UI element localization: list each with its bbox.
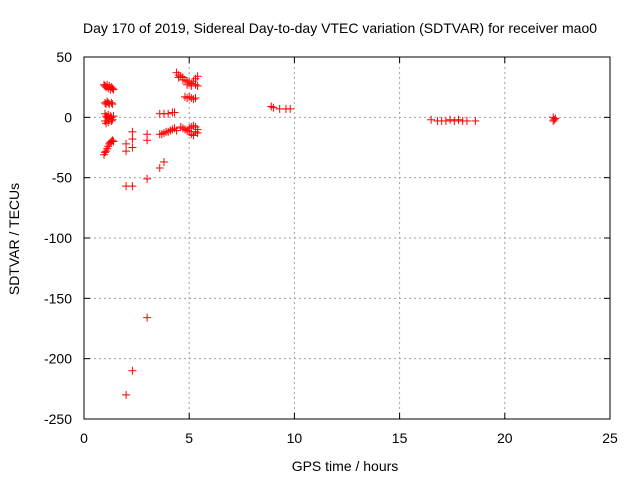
data-point — [191, 127, 200, 136]
data-point — [170, 108, 179, 117]
data-point — [193, 129, 202, 138]
x-tick-label: 0 — [80, 430, 88, 446]
x-tick-label: 25 — [602, 430, 618, 446]
data-point — [471, 116, 480, 125]
grid-lines — [84, 57, 610, 419]
data-point — [441, 116, 450, 125]
data-point — [454, 115, 463, 124]
tick-labels: 0 5 10 15 20 25 -250 -200 -150 -100 -50 0 50 — [44, 49, 618, 446]
data-points — [99, 68, 560, 399]
y-tick-label: -200 — [44, 351, 72, 367]
data-point — [187, 130, 196, 139]
data-point — [183, 80, 192, 89]
data-point — [193, 72, 202, 81]
data-point — [164, 127, 173, 136]
data-point — [164, 109, 173, 118]
data-point — [108, 115, 117, 124]
x-tick-label: 15 — [392, 430, 408, 446]
data-point — [122, 139, 131, 148]
data-point — [189, 95, 198, 104]
data-point — [128, 127, 137, 136]
data-point — [193, 81, 202, 90]
data-point — [462, 116, 471, 125]
plot-frame — [83, 56, 611, 420]
data-point — [185, 92, 194, 101]
data-point — [107, 116, 116, 125]
data-point — [128, 143, 137, 152]
data-point — [143, 174, 152, 183]
data-point — [122, 390, 131, 399]
y-tick-label: -100 — [44, 230, 72, 246]
x-axis-label: GPS time / hours — [292, 458, 399, 474]
y-tick-label: -150 — [44, 290, 72, 306]
y-axis-label: SDTVAR / TECUs — [6, 183, 22, 295]
data-point — [159, 129, 168, 138]
data-point — [427, 115, 436, 124]
data-point — [189, 121, 198, 130]
data-point — [108, 136, 117, 145]
data-point — [551, 114, 560, 123]
data-point — [286, 104, 295, 113]
data-point — [102, 119, 111, 128]
data-point — [108, 100, 117, 109]
data-point — [174, 73, 183, 82]
x-tick-label: 5 — [185, 430, 193, 446]
data-point — [107, 98, 116, 107]
data-point — [128, 135, 137, 144]
data-point — [172, 126, 181, 135]
y-tick-label: -50 — [52, 170, 72, 186]
axis-ticks — [83, 56, 611, 420]
y-tick-label: 50 — [56, 49, 72, 65]
data-point — [189, 131, 198, 140]
data-point — [101, 148, 110, 157]
data-point — [155, 164, 164, 173]
data-point — [191, 94, 200, 103]
x-tick-label: 20 — [497, 430, 513, 446]
data-point — [159, 157, 168, 166]
data-point — [269, 103, 278, 112]
data-point — [109, 112, 118, 121]
chart-title: Day 170 of 2019, Sidereal Day-to-day VTE… — [83, 20, 597, 36]
data-point — [178, 75, 187, 84]
data-point — [143, 136, 152, 145]
data-point — [550, 115, 559, 124]
y-tick-label: -250 — [44, 411, 72, 427]
data-point — [191, 80, 200, 89]
data-point — [446, 115, 455, 124]
data-point — [143, 313, 152, 322]
data-point — [103, 80, 112, 89]
data-point — [450, 116, 459, 125]
data-point — [128, 366, 137, 375]
data-point — [157, 130, 166, 139]
data-point — [108, 84, 117, 93]
data-point — [128, 182, 137, 191]
data-point — [168, 125, 177, 134]
data-point — [267, 102, 276, 111]
y-tick-label: 0 — [64, 109, 72, 125]
data-point — [176, 122, 185, 131]
data-point — [180, 125, 189, 134]
x-tick-label: 10 — [287, 430, 303, 446]
data-point — [176, 72, 185, 81]
data-point — [109, 137, 118, 146]
data-point — [109, 85, 118, 94]
data-point — [122, 147, 131, 156]
